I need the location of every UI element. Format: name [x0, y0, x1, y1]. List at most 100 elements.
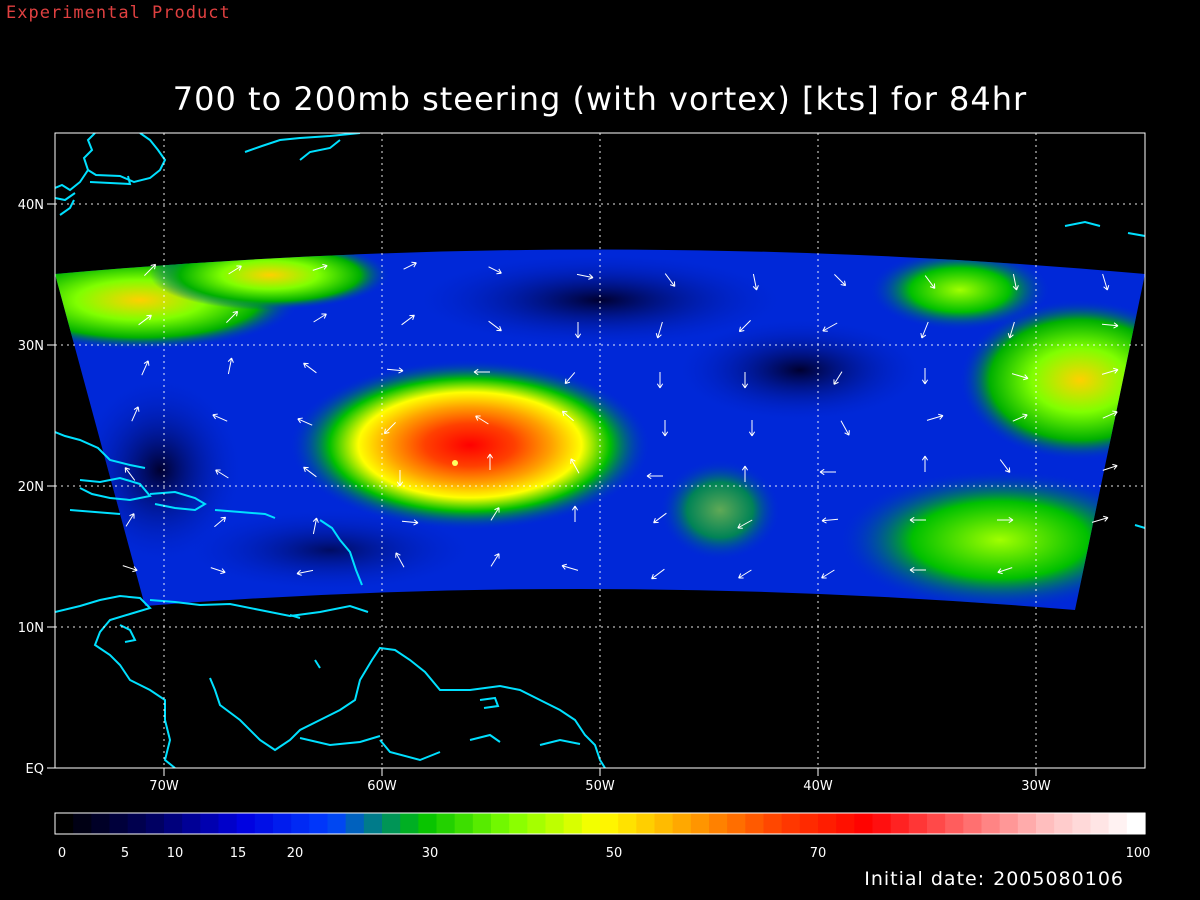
wind-arrow: [909, 516, 926, 524]
wind-arrow: [748, 420, 756, 437]
grid-lines: [55, 133, 1145, 768]
colorbar-segment: [1036, 813, 1055, 834]
colorbar-segment: [799, 813, 819, 834]
colorbar-labels: 0 5 10 15 20 30 50 70 100: [58, 846, 1151, 861]
wind-arrow: [386, 367, 404, 374]
wind-arrow: [570, 458, 580, 474]
colorbar-segment: [73, 813, 92, 834]
wind-arrow: [738, 569, 752, 579]
steering-field: [55, 133, 1145, 768]
wind-arrow: [1091, 515, 1109, 523]
colorbar-segment: [509, 813, 528, 834]
wind-arrow: [574, 322, 582, 339]
wind-arrow: [752, 273, 759, 291]
wind-arrow: [490, 507, 500, 521]
colorbar-segment: [491, 813, 510, 834]
wind-arrow: [997, 516, 1014, 524]
wind-arrow: [383, 422, 396, 435]
colorbar-segment: [890, 813, 910, 834]
colorbar-frame: [54, 812, 1146, 835]
colorbar-segment: [727, 813, 746, 834]
colorbar-tick-label: 100: [1126, 846, 1151, 861]
colorbar-segment: [436, 813, 456, 834]
wind-arrow: [215, 469, 229, 479]
colorbar-tick-label: 50: [606, 846, 623, 861]
wind-arrow: [571, 505, 579, 522]
wind-arrow: [486, 453, 494, 470]
colorbar-segment: [309, 813, 329, 834]
lon-label-40w: 40W: [803, 779, 833, 794]
colorbar-segment: [981, 813, 1001, 834]
wind-arrow: [475, 415, 489, 425]
coastlines: [55, 133, 1145, 768]
lat-label-40n: 40N: [18, 198, 44, 213]
colorbar-segment: [600, 813, 619, 834]
colorbar-segment: [200, 813, 220, 834]
colorbar-segment: [836, 813, 855, 834]
colorbar-segment: [291, 813, 310, 834]
lat-label-10n: 10N: [18, 621, 44, 636]
colorbar-segment: [1126, 813, 1146, 834]
wind-arrow: [303, 466, 317, 478]
wind-arrow: [122, 565, 138, 573]
wind-arrow: [561, 563, 579, 571]
colorbar-segment: [872, 813, 892, 834]
wind-arrow: [212, 413, 228, 422]
colorbar-segment: [345, 813, 365, 834]
initial-date: Initial date: 2005080106: [864, 868, 1132, 890]
wind-arrow: [576, 273, 594, 280]
wind-arrow: [738, 320, 751, 333]
wind-arrow: [833, 371, 843, 385]
colorbar-segment: [545, 813, 565, 834]
wind-arrow: [1012, 413, 1028, 422]
storm-center-marker: [452, 460, 458, 466]
wind-arrow: [303, 362, 317, 374]
initial-date-label: Initial date:: [864, 868, 986, 890]
colorbar-segment: [454, 813, 474, 834]
colorbar-tick-label: 30: [422, 846, 439, 861]
initial-date-value: 2005080106: [993, 868, 1124, 890]
wind-arrow: [1102, 463, 1118, 471]
wind-arrow: [226, 310, 239, 323]
wind-arrow: [403, 261, 417, 270]
wind-arrow: [741, 372, 749, 389]
colorbar-segment: [927, 813, 946, 834]
wind-arrow: [926, 413, 944, 421]
colorbar-segment: [1108, 813, 1128, 834]
wind-arrow: [997, 567, 1013, 575]
colorbar-segment: [636, 813, 656, 834]
wind-arrow: [313, 313, 327, 323]
colorbar-segment: [1054, 813, 1073, 834]
colorbar-segment: [218, 813, 238, 834]
wind-arrow: [401, 519, 419, 526]
colorbar-segment: [109, 813, 129, 834]
colorbar-segment: [527, 813, 547, 834]
colorbar-segment: [781, 813, 801, 834]
wind-arrow: [840, 420, 850, 436]
axis-ticks: [47, 203, 1037, 776]
colorbar-segment: [763, 813, 783, 834]
wind-arrow: [924, 275, 936, 289]
wind-arrow: [564, 372, 576, 385]
wind-arrow: [473, 368, 490, 376]
colorbar-tick-label: 10: [167, 846, 184, 861]
wind-arrow: [214, 516, 227, 528]
wind-arrow: [124, 467, 136, 481]
lat-label-20n: 20N: [18, 480, 44, 495]
wind-arrow: [653, 512, 667, 524]
lat-label-eq: EQ: [26, 762, 44, 777]
wind-arrow: [401, 314, 415, 326]
colorbar-segment: [182, 813, 201, 834]
wind-arrow: [819, 468, 836, 476]
wind-arrow: [227, 357, 234, 375]
colorbar-segment: [145, 813, 165, 834]
colorbar-segment: [472, 813, 492, 834]
wind-arrow: [920, 321, 929, 339]
colorbar-segment: [164, 813, 183, 834]
colorbar-segment: [945, 813, 964, 834]
colorbar-segment: [690, 813, 710, 834]
wind-arrow: [297, 417, 313, 426]
colorbar-segment: [418, 813, 438, 834]
colorbar-tick-label: 5: [121, 846, 129, 861]
